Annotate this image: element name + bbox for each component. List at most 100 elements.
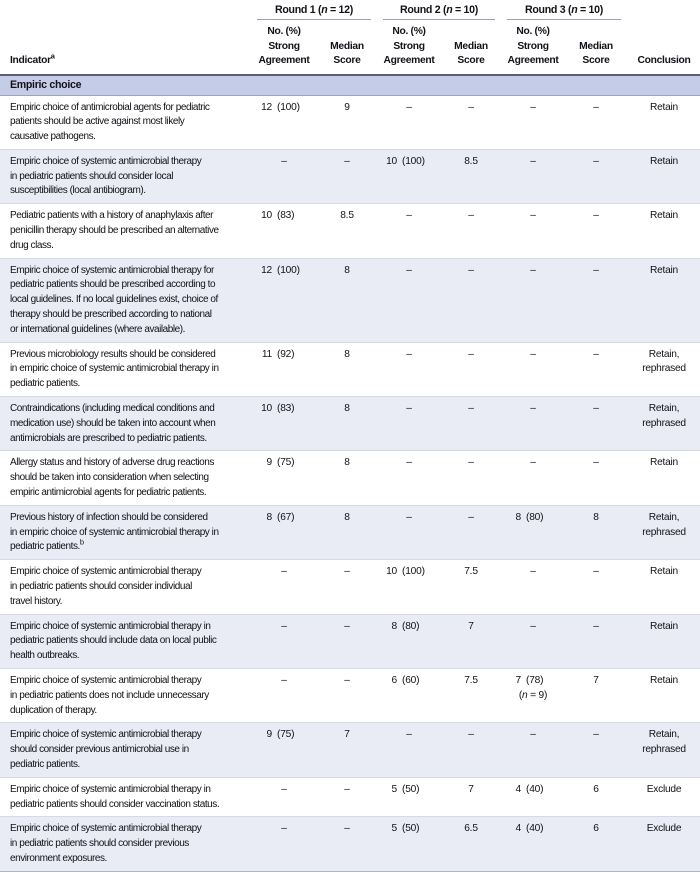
median-value: 6.5	[464, 823, 478, 835]
sample-size-note: (n = 9)	[502, 689, 564, 704]
round1-median-cell: 8	[316, 506, 378, 559]
round2-agreement-cell: 6 (60)	[378, 669, 440, 722]
round3-median-cell: –	[564, 204, 628, 257]
round1-median-header: Median Score	[330, 40, 364, 67]
round1-median-cell: 7	[316, 723, 378, 776]
agreement-value: 4 (40)	[504, 783, 562, 798]
median-value: 8	[344, 403, 350, 415]
agreement-value: –	[406, 729, 412, 741]
round1-label-pre: Round 1 (	[275, 4, 322, 16]
agreement-percent: (80)	[526, 511, 544, 523]
table-row: Contraindications (including medical con…	[0, 396, 700, 451]
round1-agreement-cell: 11 (92)	[252, 343, 316, 396]
round2-agreement-cell: 10 (100)	[378, 560, 440, 613]
round2-agreement-cell: 10 (100)	[378, 150, 440, 203]
round2-median-cell: –	[440, 506, 502, 559]
median-value: –	[468, 403, 474, 415]
agreement-percent: (100)	[277, 101, 300, 113]
agreement-percent: (50)	[402, 823, 420, 835]
agreement-value: 4 (40)	[504, 822, 562, 837]
indicator-text: Empiric choice of antimicrobial agents f…	[10, 101, 210, 143]
conclusion-cell: Retain, rephrased	[642, 348, 686, 375]
median-value: –	[344, 566, 350, 578]
note-post: = 9)	[527, 689, 548, 701]
agreement-count: 5	[391, 823, 398, 835]
indicator-cell: Empiric choice of systemic antimicrobial…	[0, 669, 252, 722]
round2-median-cell: –	[440, 259, 502, 342]
round1-median-cell: 9	[316, 96, 378, 149]
agreement-value: –	[406, 457, 412, 469]
indicator-text: Empiric choice of systemic antimicrobial…	[10, 783, 220, 810]
round1-group-header: Round 1 (n = 12)	[257, 4, 371, 20]
conclusion-cell: Retain	[650, 210, 678, 222]
round3-agreement-cell: 8 (80)	[502, 506, 564, 559]
indicator-text: Empiric choice of systemic antimicrobial…	[10, 566, 202, 607]
agreement-percent: (78)	[526, 675, 544, 686]
agreement-value: –	[530, 403, 536, 415]
round2-agreement-cell: –	[378, 397, 440, 450]
agreement-count: 10	[386, 566, 397, 578]
indicator-cell: Previous microbiology results should be …	[0, 343, 252, 396]
round2-agreement-cell: –	[378, 96, 440, 149]
indicator-text: Contraindications (including medical con…	[10, 403, 216, 444]
round3-median-cell: –	[564, 343, 628, 396]
indicator-text: Allergy status and history of adverse dr…	[10, 457, 214, 499]
round1-agreement-cell: 12 (100)	[252, 96, 316, 149]
agreement-value: –	[530, 210, 536, 222]
agreement-count: 12	[261, 264, 272, 276]
median-value: –	[593, 101, 599, 113]
indicator-text: Previous microbiology results should be …	[10, 348, 219, 390]
median-value: –	[593, 155, 599, 167]
conclusion-cell: Retain, rephrased	[642, 403, 686, 429]
indicator-cell: Pediatric patients with a history of ana…	[0, 204, 252, 257]
round1-agreement-cell: –	[252, 817, 316, 870]
round3-median-cell: –	[564, 451, 628, 504]
round3-label-pre: Round 3 (	[525, 4, 572, 16]
agreement-percent: (40)	[526, 823, 544, 835]
round2-median-cell: –	[440, 343, 502, 396]
round3-agreement-cell: –	[502, 723, 564, 776]
round1-median-cell: –	[316, 615, 378, 668]
conclusion-cell: Retain	[650, 566, 678, 578]
note-n: n	[522, 689, 528, 701]
round2-group-header: Round 2 (n = 10)	[383, 4, 495, 20]
median-value: –	[468, 210, 474, 222]
table-body: Empiric choice of antimicrobial agents f…	[0, 96, 700, 871]
indicator-cell: Empiric choice of systemic antimicrobial…	[0, 778, 252, 817]
indicator-cell: Contraindications (including medical con…	[0, 397, 252, 450]
agreement-count: 6	[391, 675, 398, 686]
table-row: Empiric choice of systemic antimicrobial…	[0, 148, 700, 204]
round3-median-cell: –	[564, 615, 628, 668]
agreement-value: 8 (80)	[380, 620, 438, 635]
median-value: –	[593, 729, 599, 741]
agreement-percent: (83)	[277, 403, 295, 415]
round3-agreement-cell: –	[502, 259, 564, 342]
round2-median-cell: –	[440, 397, 502, 450]
agreement-value: 8 (80)	[504, 511, 562, 526]
agreement-value: 10 (83)	[255, 402, 313, 417]
agreement-value: –	[530, 457, 536, 469]
agreement-count: 5	[391, 783, 398, 795]
round1-median-cell: –	[316, 817, 378, 870]
indicator-cell: Empiric choice of systemic antimicrobial…	[0, 259, 252, 342]
conclusion-cell: Retain	[650, 620, 678, 632]
round1-agreement-cell: –	[252, 669, 316, 722]
footnote-marker: b	[79, 538, 84, 548]
median-value: 9	[344, 101, 350, 113]
agreement-value: 12 (100)	[255, 101, 313, 116]
indicator-header-label: Indicator	[10, 55, 51, 66]
agreement-value: –	[406, 210, 412, 222]
agreement-value: –	[281, 823, 287, 835]
agreement-percent: (60)	[402, 675, 420, 686]
table-row: Empiric choice of systemic antimicrobial…	[0, 559, 700, 613]
indicator-cell: Allergy status and history of adverse dr…	[0, 451, 252, 504]
round3-agreement-cell: –	[502, 150, 564, 203]
round2-agreement-cell: –	[378, 723, 440, 776]
table-header: Round 1 (n = 12) Round 2 (n = 10) Round …	[0, 0, 700, 76]
median-value: 7	[344, 729, 350, 741]
median-value: 7.5	[464, 675, 478, 686]
round2-median-cell: 7.5	[440, 560, 502, 613]
table-row: Empiric choice of systemic antimicrobial…	[0, 613, 700, 668]
conclusion-cell: Retain	[650, 155, 678, 167]
agreement-count: 4	[515, 823, 522, 835]
